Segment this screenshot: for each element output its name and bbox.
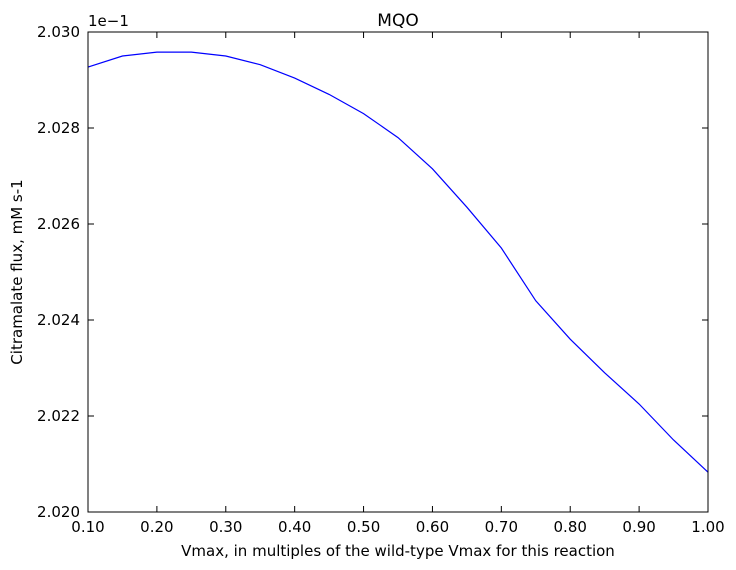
x-tick-label: 0.30 (209, 518, 242, 536)
x-tick-label: 0.10 (71, 518, 104, 536)
x-tick-label: 0.60 (416, 518, 449, 536)
y-axis-label: Citramalate flux, mM s-1 (8, 179, 26, 364)
x-tick-label: 0.90 (622, 518, 655, 536)
data-line (87, 51, 709, 473)
y-tick-label: 2.020 (37, 503, 80, 521)
x-tick-label: 1.00 (691, 518, 724, 536)
chart-title: MQO (377, 11, 418, 31)
y-tick-label: 2.028 (37, 119, 80, 137)
x-tick-label: 0.70 (485, 518, 518, 536)
y-tick-label: 2.022 (37, 407, 80, 425)
offset-label: 1e−1 (88, 12, 129, 30)
plot-frame (87, 31, 709, 513)
x-tick-label: 0.40 (278, 518, 311, 536)
x-tick-label: 0.80 (554, 518, 587, 536)
y-tick-label: 2.024 (37, 311, 80, 329)
x-axis-label: Vmax, in multiples of the wild-type Vmax… (181, 542, 615, 560)
y-tick-label: 2.026 (37, 215, 80, 233)
x-tick-label: 0.50 (347, 518, 380, 536)
x-tick-label: 0.20 (140, 518, 173, 536)
y-tick-label: 2.030 (37, 23, 80, 41)
